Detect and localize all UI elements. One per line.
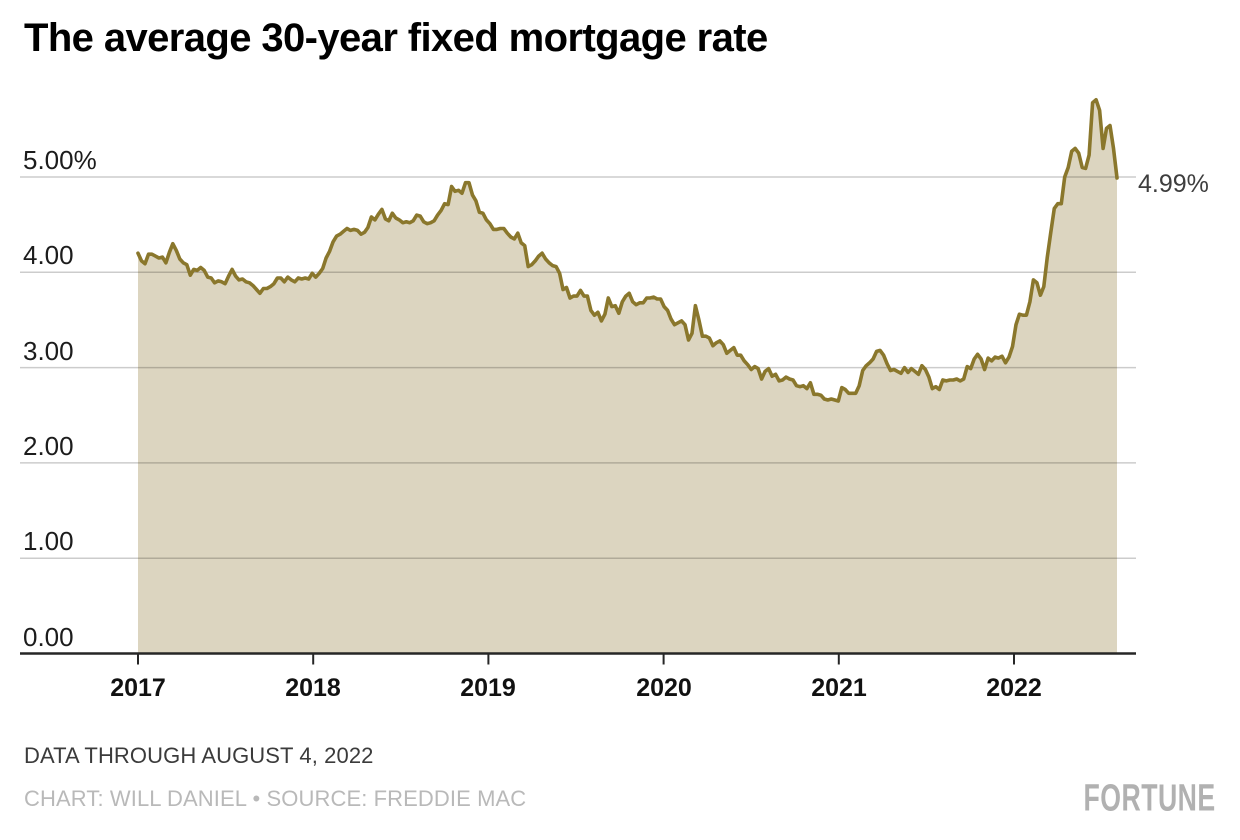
x-tick-label-2020: 2020 <box>636 674 692 702</box>
x-tick-label-2017: 2017 <box>110 674 166 702</box>
y-tick-label-1.00: 1.00 <box>23 526 74 556</box>
chart-source-credit: CHART: WILL DANIEL • SOURCE: FREDDIE MAC <box>24 786 527 811</box>
y-tick-label-2.00: 2.00 <box>23 431 74 461</box>
x-tick-label-2018: 2018 <box>285 674 341 702</box>
y-tick-label-4.00: 4.00 <box>23 240 74 270</box>
fortune-logo: FORTUNE <box>1083 777 1216 820</box>
x-tick-label-2022: 2022 <box>986 674 1042 702</box>
data-through-note: DATA THROUGH AUGUST 4, 2022 <box>24 743 374 768</box>
rate-line <box>136 98 1119 403</box>
y-tick-label-0.00: 0.00 <box>23 622 74 652</box>
x-tick-label-2021: 2021 <box>811 674 867 702</box>
y-tick-label-5.00pct: 5.00% <box>23 145 97 175</box>
x-tick-label-2019: 2019 <box>460 674 516 702</box>
y-tick-label-3.00: 3.00 <box>23 336 74 366</box>
latest-value-label: 4.99% <box>1138 170 1209 198</box>
chart-title: The average 30-year fixed mortgage rate <box>24 16 768 60</box>
rate-area-fill <box>138 99 1117 654</box>
